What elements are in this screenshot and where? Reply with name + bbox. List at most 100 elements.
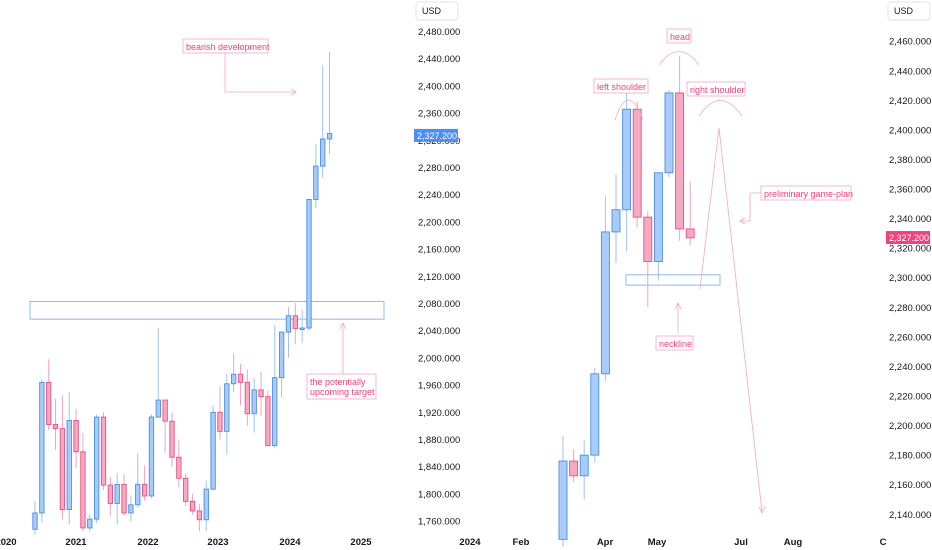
target-label-box [306,373,377,400]
candle-body [203,488,209,521]
candle-body [128,504,134,514]
candle-body [189,500,196,512]
left-shoulder-label: left shoulder [597,82,646,92]
y-tick-label: 2,360.000 [418,109,460,120]
bearish-label: bearish development [186,42,270,52]
y-tick-label: 1,840.000 [418,462,460,473]
game-plan-label: preliminary game-plan [764,189,853,199]
candle-body [569,460,579,477]
candle-body [313,165,319,200]
candle-body [46,381,52,426]
candle-body [579,454,589,477]
candle-body [611,209,621,233]
candle-body [148,416,155,497]
x-tick-label: 2022 [137,537,158,548]
candle-body [73,420,79,453]
candle-body [162,399,168,422]
candle-body [299,327,305,330]
y-tick-label: 2,440.000 [418,54,460,65]
candle-body [59,428,66,511]
target-label-line1: the potentially [310,377,366,387]
y-tick-label: 2,260.000 [889,332,931,343]
candle-body [258,389,264,398]
right-shoulder-arc [698,100,743,117]
y-tick-label: 2,220.000 [889,392,931,403]
right-unit-label: USD [894,6,914,16]
x-tick-label: May [648,537,667,548]
candle-body [292,315,298,330]
candle-body [224,383,230,432]
candle-body [107,484,114,504]
left-chart-panel: 2,480.000 2,440.000 2,400.000 2,360.000 2,32… [0,27,460,548]
y-tick-label: 2,160.000 [418,245,460,256]
y-tick-label: 2,300.000 [889,273,931,284]
y-tick-label: 2,320.000 [889,244,931,255]
y-tick-label: 2,340.000 [889,214,931,225]
x-tick-label: 2021 [65,537,87,548]
y-tick-label: 2,200.000 [418,217,460,228]
candle-body [52,424,59,430]
candle-body [169,420,175,458]
candle-body [93,416,100,520]
y-tick-label: 2,460.000 [889,37,931,48]
y-tick-label: 2,040.000 [418,326,460,337]
neckline-arrow-head [674,302,682,310]
current-price-badge [414,128,458,142]
left-shoulder-arc [614,99,644,121]
y-tick-label: 2,360.000 [889,185,931,196]
target-label-line2: upcoming target [310,387,375,397]
candle-body [230,373,237,385]
candle-body [237,373,244,383]
game-plan-path [699,127,763,513]
x-tick-label: C [880,537,887,548]
candle-body [272,377,278,447]
right-shoulder-label: right shoulder [690,85,745,95]
y-tick-label: 2,120.000 [418,272,460,283]
candle-body [306,199,312,329]
candle-body [183,477,189,502]
candle-body [643,216,653,262]
left-unit-badge-box[interactable] [415,1,459,21]
x-tick-label: Feb [513,537,530,548]
candle-body [278,331,285,379]
candle-body [675,92,685,230]
candle-body [176,456,182,479]
candle-body [80,451,86,529]
candle-body [244,381,250,415]
candle-body [66,420,72,511]
y-tick-label: 2,000.000 [418,353,460,364]
y-tick-label: 1,960.000 [418,381,460,392]
candle-body [39,381,45,514]
left-unit-label: USD [422,6,442,16]
candle-body [251,389,257,415]
candle-body [100,416,107,486]
candle-body [326,133,333,140]
y-tick-label: 2,240.000 [418,190,460,201]
x-tick-label: 2023 [207,537,228,548]
y-tick-label: 2,400.000 [418,81,460,92]
y-tick-label: 2,280.000 [889,303,931,314]
candle-body [265,396,271,447]
y-tick-label: 2,200.000 [889,421,931,432]
current-price-badge [886,231,930,245]
candle-body [210,411,216,490]
left-annotations: bearish development the potentially upco… [182,38,377,400]
y-tick-label: 1,920.000 [418,408,460,419]
neckline-label: neckline [659,339,692,349]
y-tick-label: 2,440.000 [889,66,931,77]
candle-body [32,512,38,530]
right-chart-panel: 2,460.000 2,440.000 2,420.000 2,400.000 2,38… [459,37,931,548]
head-label-box [666,28,692,44]
y-tick-label: 2,080.000 [418,299,460,310]
y-tick-label: 2,400.000 [889,125,931,136]
current-price-label: 2,327.200 [417,131,457,141]
y-tick-label: 2,180.000 [889,451,931,462]
candle-body [217,411,223,432]
candle-body [320,138,326,167]
candle-body [135,483,141,506]
right-unit-badge-box[interactable] [887,1,931,21]
y-tick-label: 1,880.000 [418,435,460,446]
x-tick-label: 2024 [459,537,481,548]
x-tick-label: Aug [784,537,803,548]
